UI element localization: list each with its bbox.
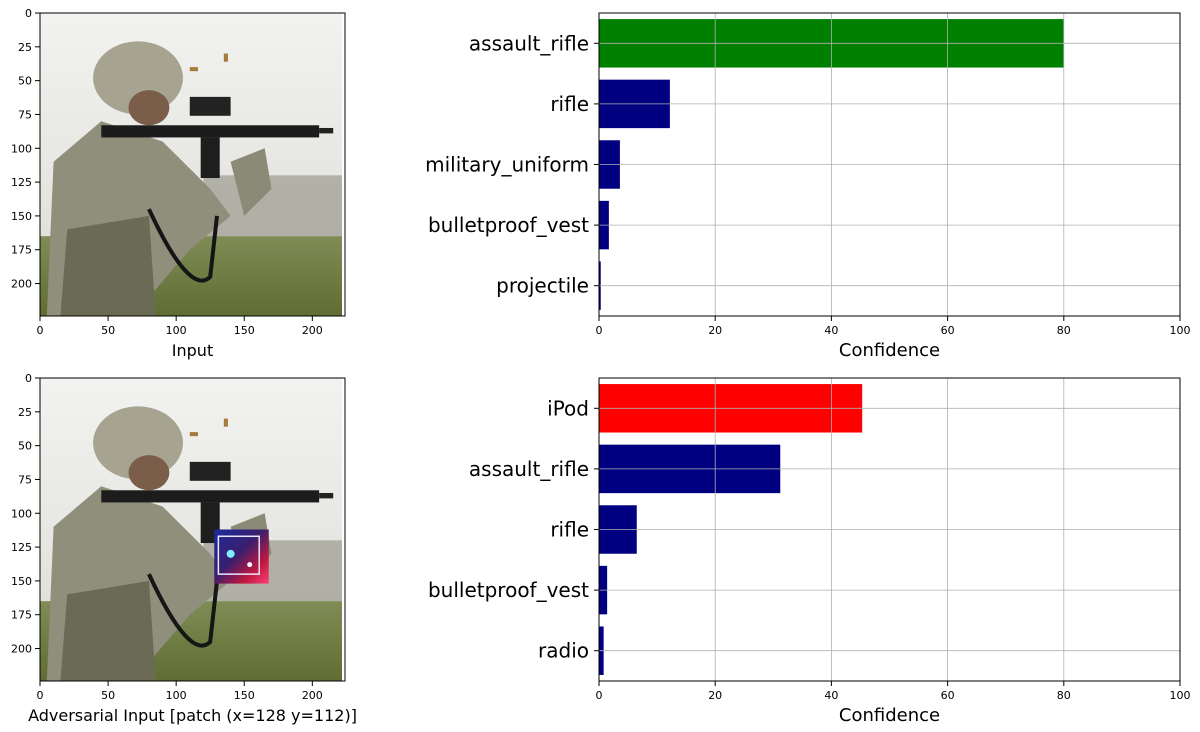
soldier-photo	[40, 13, 345, 316]
x-tick-label: 150	[234, 324, 255, 337]
chart-xlabel: Confidence	[839, 340, 940, 361]
y-tick-label: 175	[11, 609, 32, 622]
image-xlabel: Input	[172, 341, 213, 360]
image-axes-frame	[39, 12, 346, 317]
x-tick-label: 200	[302, 689, 323, 702]
y-tick-label: 50	[18, 440, 32, 453]
y-tick-label: 200	[11, 278, 32, 291]
category-label: assault_rifle	[469, 457, 589, 481]
x-tick-label: 80	[1057, 324, 1071, 337]
y-tick-label: 75	[18, 108, 32, 121]
y-tick-label: 125	[11, 541, 32, 554]
y-tick-label: 100	[11, 142, 32, 155]
category-label: radio	[538, 639, 589, 663]
x-tick-label: 100	[1170, 689, 1191, 702]
x-tick-label: 0	[37, 689, 44, 702]
y-tick-label: 25	[18, 41, 32, 54]
category-label: iPod	[547, 396, 589, 420]
y-tick-label: 125	[11, 176, 32, 189]
chart-xlabel: Confidence	[839, 705, 940, 726]
x-tick-label: 40	[824, 689, 838, 702]
y-tick-label: 150	[11, 210, 32, 223]
x-tick-label: 60	[941, 689, 955, 702]
image-axes-frame	[39, 377, 346, 682]
y-tick-label: 200	[11, 643, 32, 656]
x-tick-label: 100	[166, 324, 187, 337]
x-tick-label: 50	[101, 324, 115, 337]
image-panel-1: 0 50 100 150 200 0 25 50 75 100 125 150 175 200 Input	[11, 7, 346, 360]
image-xlabel: Adversarial Input [patch (x=128 y=112)]	[28, 706, 357, 725]
x-tick-label: 0	[37, 324, 44, 337]
category-label: assault_rifle	[469, 31, 589, 55]
x-tick-label: 20	[708, 324, 722, 337]
y-tick-label: 175	[11, 244, 32, 257]
category-label: bulletproof_vest	[428, 213, 589, 237]
x-tick-label: 50	[101, 689, 115, 702]
soldier-photo	[40, 378, 345, 681]
category-label: military_uniform	[425, 153, 589, 177]
category-label: bulletproof_vest	[428, 578, 589, 602]
x-tick-label: 200	[302, 324, 323, 337]
category-label: rifle	[550, 92, 589, 116]
y-tick-label: 0	[25, 7, 32, 20]
y-tick-label: 100	[11, 507, 32, 520]
x-tick-label: 40	[824, 324, 838, 337]
x-tick-label: 0	[596, 689, 603, 702]
x-tick-label: 100	[166, 689, 187, 702]
x-tick-label: 20	[708, 689, 722, 702]
category-label: rifle	[550, 518, 589, 542]
x-tick-label: 150	[234, 689, 255, 702]
y-tick-label: 0	[25, 372, 32, 385]
x-tick-label: 0	[596, 324, 603, 337]
x-tick-label: 60	[941, 324, 955, 337]
x-tick-label: 100	[1170, 324, 1191, 337]
y-tick-label: 150	[11, 575, 32, 588]
x-tick-label: 80	[1057, 689, 1071, 702]
image-panel-2: 0 50 100 150 200 0 25 50 75 100 125 150 175 200 Advers…	[11, 372, 357, 725]
adversarial-patch	[214, 529, 269, 584]
y-tick-label: 25	[18, 406, 32, 419]
y-tick-label: 50	[18, 75, 32, 88]
y-tick-label: 75	[18, 473, 32, 486]
category-label: projectile	[496, 274, 589, 298]
